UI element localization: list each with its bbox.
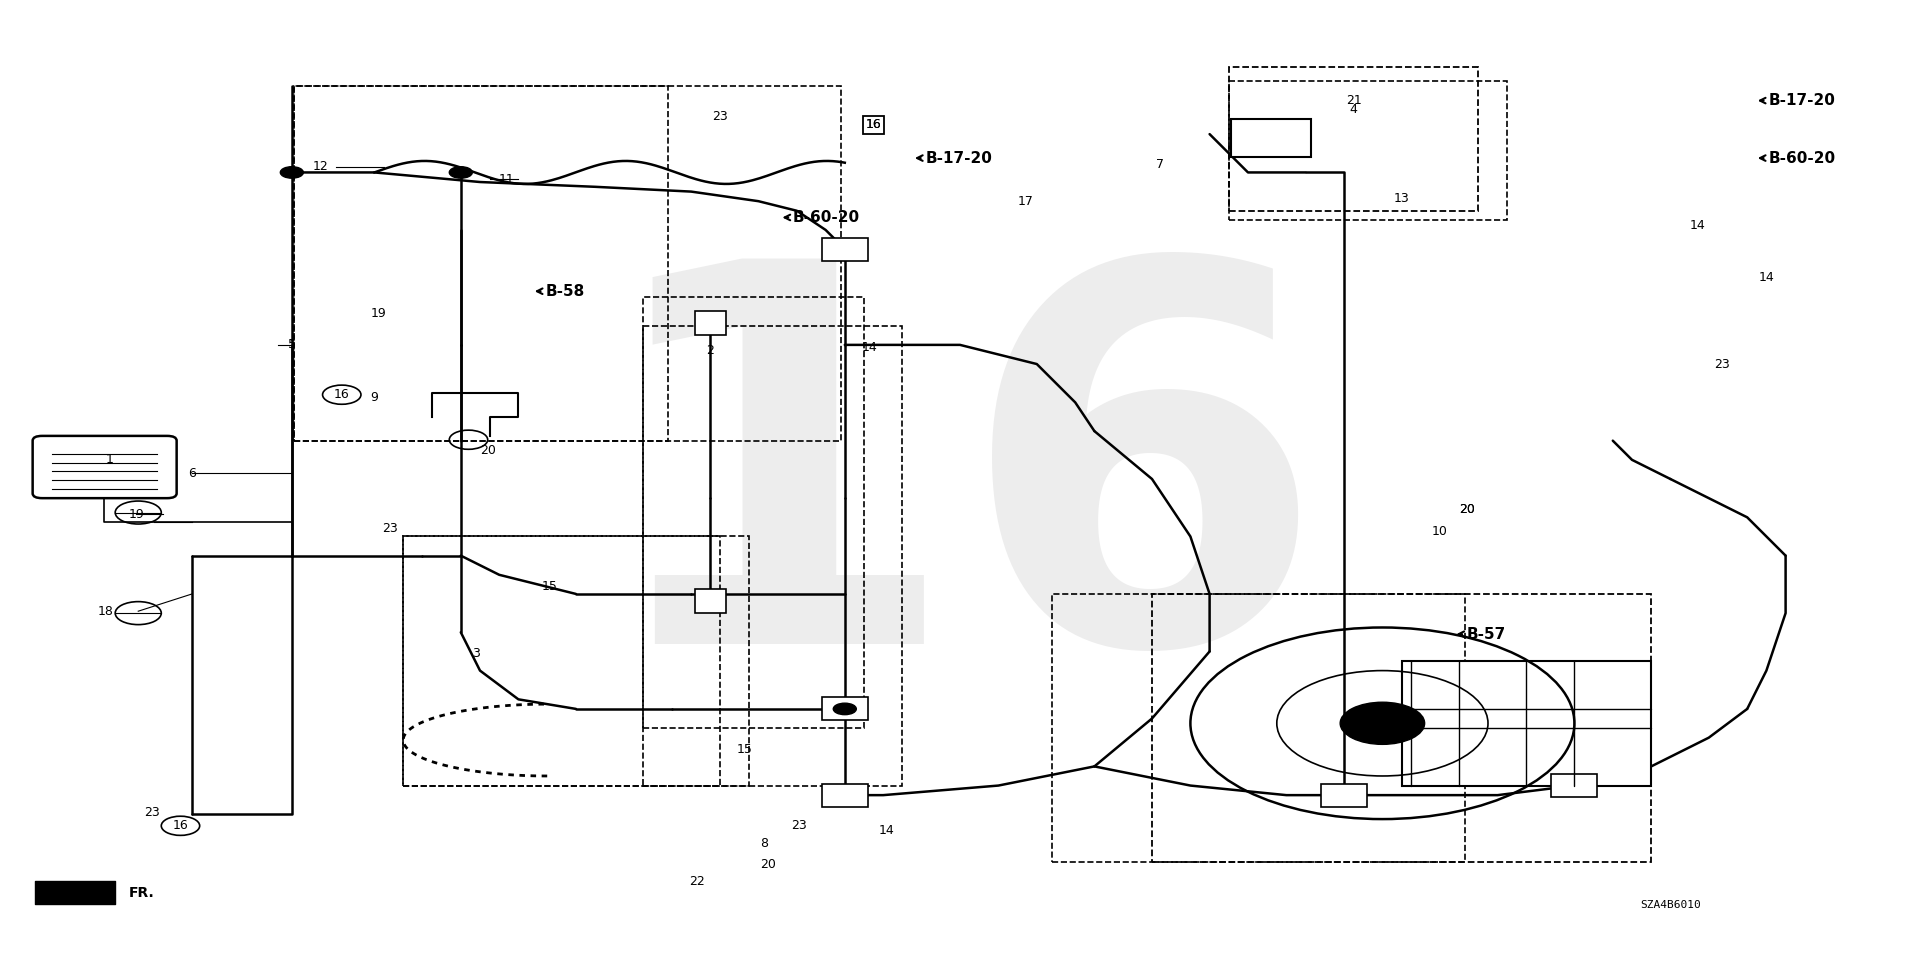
Text: 12: 12 [313,160,328,173]
Text: B-57: B-57 [1467,627,1505,642]
Text: FR.: FR. [129,886,154,900]
Text: 2: 2 [707,344,714,357]
Text: 23: 23 [144,806,159,819]
Text: 7: 7 [1156,158,1164,171]
Text: B-60-20: B-60-20 [793,210,860,225]
Text: B-60-20: B-60-20 [1768,150,1836,166]
Text: 16: 16 [866,118,881,131]
Text: 19: 19 [371,307,386,320]
FancyBboxPatch shape [33,436,177,498]
Bar [294,86,841,441]
Text: 20: 20 [1459,503,1475,516]
Text: 5: 5 [288,338,296,352]
Text: 22: 22 [689,875,705,888]
Bar [822,238,868,261]
Text: 16: 16 [173,819,188,833]
Text: 14: 14 [862,341,877,354]
Text: 11: 11 [499,172,515,186]
Text: 9: 9 [371,391,378,404]
Text: 19: 19 [129,508,144,521]
Bar [695,311,726,335]
Bar [1152,594,1651,862]
Text: B-58: B-58 [545,284,584,299]
Bar [1229,67,1478,211]
Bar [1229,81,1507,220]
Text: 8: 8 [760,836,768,850]
Text: 23: 23 [791,819,806,833]
Text: 23: 23 [712,110,728,124]
Text: SZA4B6010: SZA4B6010 [1640,901,1701,910]
Bar [822,697,868,720]
Text: 13: 13 [1394,192,1409,205]
Text: 1: 1 [106,453,113,467]
Text: 16: 16 [334,388,349,401]
Bar [1321,784,1367,807]
Bar [1231,119,1311,157]
Bar [822,784,868,807]
Text: 14: 14 [1759,271,1774,285]
Text: 3: 3 [472,647,480,660]
Text: B-17-20: B-17-20 [925,150,993,166]
Bar [643,326,902,786]
Text: 18: 18 [98,604,113,618]
Bar [1551,774,1597,797]
Text: 14: 14 [1690,218,1705,232]
Bar [403,536,720,786]
Text: 17: 17 [1018,194,1033,208]
Text: 20: 20 [1459,503,1475,516]
Bar [1052,594,1465,862]
Text: 16: 16 [593,242,1327,754]
Text: 6: 6 [188,467,196,480]
Circle shape [280,167,303,178]
Text: 23: 23 [382,522,397,536]
Text: 23: 23 [1715,357,1730,371]
Text: 4: 4 [1350,103,1357,116]
Bar [643,297,864,728]
Text: 16: 16 [866,118,881,131]
Text: 15: 15 [541,580,557,593]
Text: B-17-20: B-17-20 [1768,93,1836,108]
Circle shape [833,703,856,715]
Text: 20: 20 [760,857,776,871]
Text: 21: 21 [1346,94,1361,107]
Text: 14: 14 [879,824,895,837]
Circle shape [1340,702,1425,744]
Text: 20: 20 [480,444,495,457]
Bar [403,536,749,786]
Bar [294,86,668,441]
Circle shape [449,167,472,178]
Text: 10: 10 [1432,525,1448,538]
Bar [1402,661,1651,786]
Bar [695,589,726,613]
Text: 15: 15 [737,742,753,756]
